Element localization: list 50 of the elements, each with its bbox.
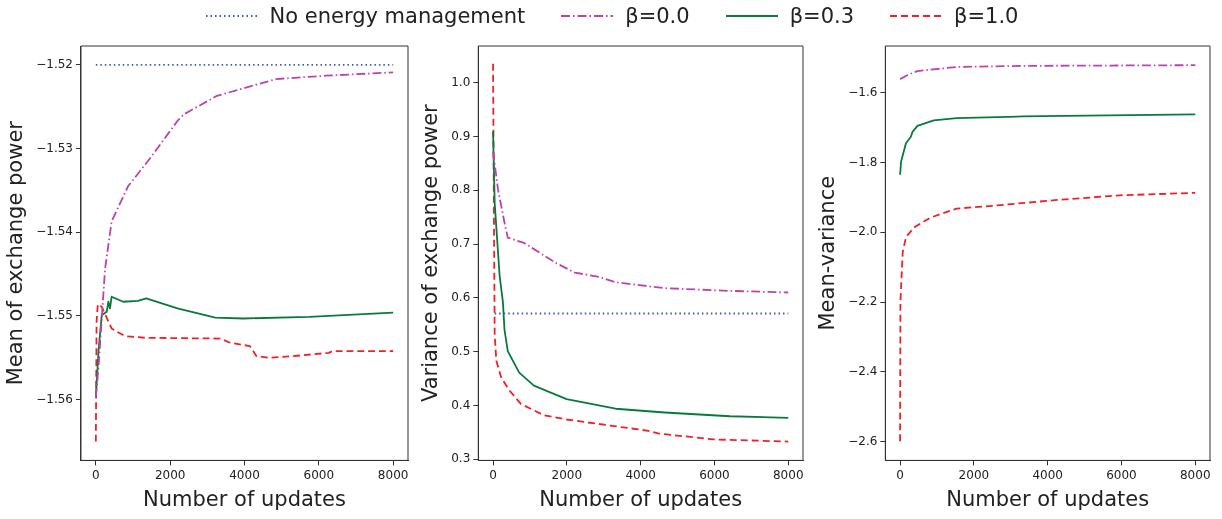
x-tick-label: 0 [92, 467, 100, 482]
x-tick-label: 6000 [303, 467, 335, 482]
line-series [899, 191, 1197, 443]
y-tick-label: 0.5 [451, 343, 471, 358]
x-tick-label: 6000 [1106, 467, 1137, 482]
x-tick-label: 8000 [1179, 467, 1211, 482]
line-series [492, 62, 790, 443]
x-tick-label: 8000 [772, 467, 804, 482]
x-tick-label: 2000 [154, 467, 186, 482]
y-tick-label: 0.9 [451, 128, 471, 143]
x-tick-label: 0 [896, 467, 904, 482]
line-series [94, 303, 395, 443]
x-axis-title: Number of updates [539, 486, 743, 511]
y-tick-label: −1.54 [36, 224, 73, 239]
y-tick-label: −1.53 [36, 140, 73, 155]
y-tick-label: 0.6 [451, 289, 471, 304]
y-axis-title: Mean of exchange power [3, 120, 28, 386]
y-axis-title: Variance of exchange power [418, 103, 443, 403]
x-tick-label: 4000 [1032, 467, 1063, 482]
y-tick-label: 0.3 [451, 451, 471, 466]
y-tick-label: 0.8 [451, 182, 471, 197]
y-tick-label: 0.7 [451, 236, 471, 251]
legend-label: β=0.3 [789, 4, 855, 28]
y-tick-label: −1.52 [36, 56, 73, 71]
line-series [94, 71, 395, 399]
y-tick-label: −2.4 [848, 363, 878, 378]
y-tick-label: −1.56 [36, 391, 73, 406]
legend-label: No energy management [269, 4, 526, 28]
x-tick-label: 4000 [229, 467, 260, 482]
x-tick-label: 4000 [625, 467, 656, 482]
x-tick-label: 0 [489, 467, 497, 482]
x-tick-label: 6000 [699, 467, 730, 482]
y-tick-label: −2.6 [848, 433, 878, 448]
y-tick-label: −2.2 [848, 294, 878, 309]
y-tick-label: −1.6 [848, 84, 878, 99]
x-tick-label: 2000 [551, 467, 583, 482]
line-series [492, 150, 790, 294]
y-tick-label: −1.8 [848, 154, 878, 169]
legend-label: β=0.0 [625, 4, 690, 28]
y-tick-label: 1.0 [451, 74, 471, 89]
y-tick-label: −1.55 [36, 308, 73, 323]
x-axis-title: Number of updates [143, 486, 346, 511]
x-tick-label: 2000 [958, 467, 990, 482]
y-axis-title: Mean-variance [815, 175, 840, 331]
y-tick-label: 0.4 [451, 397, 471, 412]
x-tick-label: 8000 [377, 467, 409, 482]
legend-label: β=1.0 [954, 4, 1019, 28]
y-tick-label: −2.0 [848, 224, 878, 239]
line-series [899, 64, 1197, 81]
x-axis-title: Number of updates [946, 486, 1150, 511]
